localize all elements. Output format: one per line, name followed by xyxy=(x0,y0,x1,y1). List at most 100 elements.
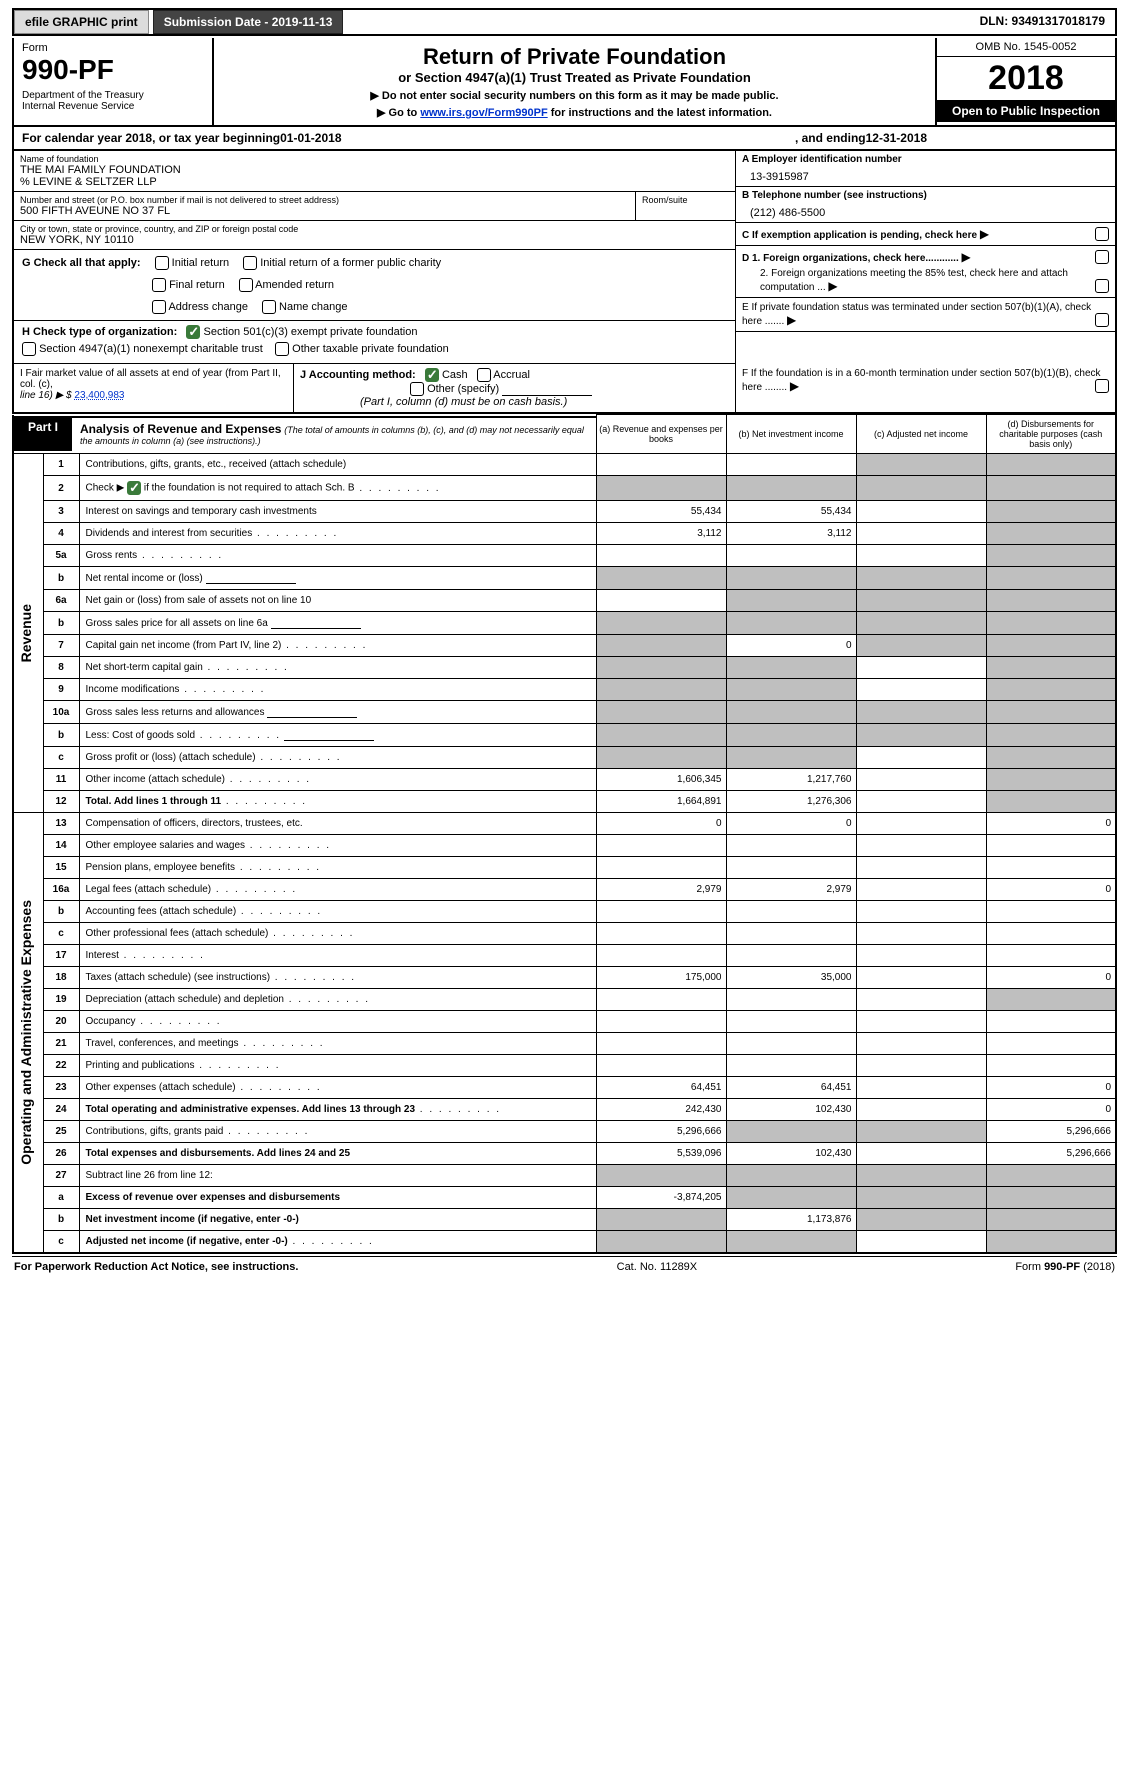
line-description: Check ▶ if the foundation is not require… xyxy=(79,476,596,501)
tax-year: 2018 xyxy=(937,57,1115,100)
amount-cell xyxy=(596,1165,726,1187)
table-row: 26Total expenses and disbursements. Add … xyxy=(13,1143,1116,1165)
form-number: 990-PF xyxy=(22,54,204,86)
cb-initial-former[interactable] xyxy=(243,256,257,270)
line-description: Pension plans, employee benefits xyxy=(79,857,596,879)
amount-cell xyxy=(986,901,1116,923)
cb-initial-return[interactable] xyxy=(155,256,169,270)
line-number: c xyxy=(43,747,79,769)
line-number: 16a xyxy=(43,879,79,901)
revenue-section-label: Revenue xyxy=(18,596,34,670)
amount-cell xyxy=(726,989,856,1011)
submission-date-button[interactable]: Submission Date - 2019-11-13 xyxy=(153,10,344,34)
amount-cell xyxy=(856,635,986,657)
amount-cell xyxy=(726,747,856,769)
cb-60-month[interactable] xyxy=(1095,379,1109,393)
addr-label: Number and street (or P.O. box number if… xyxy=(20,195,629,205)
amount-cell xyxy=(856,989,986,1011)
cb-amended-return[interactable] xyxy=(239,278,253,292)
line-number: 10a xyxy=(43,701,79,724)
form-subtitle: or Section 4947(a)(1) Trust Treated as P… xyxy=(226,70,923,85)
line-description: Taxes (attach schedule) (see instruction… xyxy=(79,967,596,989)
amount-cell xyxy=(986,1055,1116,1077)
name-label: Name of foundation xyxy=(20,154,729,164)
amount-cell xyxy=(856,1077,986,1099)
cb-cash[interactable] xyxy=(425,368,439,382)
line-description: Total operating and administrative expen… xyxy=(79,1099,596,1121)
amount-cell xyxy=(986,612,1116,635)
amount-cell xyxy=(856,567,986,590)
amount-cell xyxy=(986,590,1116,612)
cb-final-return[interactable] xyxy=(152,278,166,292)
cb-status-terminated[interactable] xyxy=(1095,313,1109,327)
form-label: Form xyxy=(22,42,204,54)
cb-name-change[interactable] xyxy=(262,300,276,314)
line-description: Legal fees (attach schedule) xyxy=(79,879,596,901)
line-description: Gross sales price for all assets on line… xyxy=(79,612,596,635)
amount-cell xyxy=(726,567,856,590)
table-row: 14Other employee salaries and wages xyxy=(13,835,1116,857)
ein-value: 13-3915987 xyxy=(742,165,1109,183)
cb-address-change[interactable] xyxy=(152,300,166,314)
table-row: cOther professional fees (attach schedul… xyxy=(13,923,1116,945)
amount-cell: 5,296,666 xyxy=(986,1121,1116,1143)
amount-cell: 3,112 xyxy=(596,523,726,545)
cb-501c3[interactable] xyxy=(186,325,200,339)
amount-cell xyxy=(596,590,726,612)
cb-foreign-85[interactable] xyxy=(1095,279,1109,293)
amount-cell xyxy=(986,1231,1116,1254)
line-description: Gross rents xyxy=(79,545,596,567)
cb-other-method[interactable] xyxy=(410,382,424,396)
line-description: Subtract line 26 from line 12: xyxy=(79,1165,596,1187)
line-number: 15 xyxy=(43,857,79,879)
amount-cell xyxy=(986,989,1116,1011)
amount-cell xyxy=(856,1011,986,1033)
cb-other-taxable[interactable] xyxy=(275,342,289,356)
line-number: 11 xyxy=(43,769,79,791)
line-description: Interest on savings and temporary cash i… xyxy=(79,501,596,523)
amount-cell xyxy=(726,679,856,701)
amount-cell xyxy=(726,701,856,724)
cb-accrual[interactable] xyxy=(477,368,491,382)
dln-text: DLN: 93491317018179 xyxy=(970,10,1115,34)
amount-cell: 55,434 xyxy=(596,501,726,523)
line-number: b xyxy=(43,1209,79,1231)
amount-cell xyxy=(856,923,986,945)
cb-sch-b[interactable] xyxy=(127,481,141,495)
table-row: 27Subtract line 26 from line 12: xyxy=(13,1165,1116,1187)
amount-cell: 1,606,345 xyxy=(596,769,726,791)
amount-cell: 1,664,891 xyxy=(596,791,726,813)
line-number: 20 xyxy=(43,1011,79,1033)
line-number: 3 xyxy=(43,501,79,523)
amount-cell xyxy=(986,1187,1116,1209)
line-number: 2 xyxy=(43,476,79,501)
instructions-link[interactable]: www.irs.gov/Form990PF xyxy=(420,107,547,119)
cb-exemption-pending[interactable] xyxy=(1095,227,1109,241)
col-a-header: (a) Revenue and expenses per books xyxy=(596,415,726,454)
line-description: Net short-term capital gain xyxy=(79,657,596,679)
line-number: 9 xyxy=(43,679,79,701)
line-number: 6a xyxy=(43,590,79,612)
table-row: 7Capital gain net income (from Part IV, … xyxy=(13,635,1116,657)
part1-table: Part I Analysis of Revenue and Expenses … xyxy=(12,414,1117,1254)
form-title: Return of Private Foundation xyxy=(226,44,923,70)
line-number: b xyxy=(43,724,79,747)
amount-cell xyxy=(986,454,1116,476)
cb-foreign-org[interactable] xyxy=(1095,250,1109,264)
table-row: 20Occupancy xyxy=(13,1011,1116,1033)
amount-cell: 102,430 xyxy=(726,1099,856,1121)
amount-cell xyxy=(986,501,1116,523)
amount-cell xyxy=(856,701,986,724)
efile-print-button[interactable]: efile GRAPHIC print xyxy=(14,10,149,34)
amount-cell xyxy=(856,1143,986,1165)
fmv-value-link[interactable]: 23,400,983 xyxy=(74,390,124,401)
table-row: Revenue1Contributions, gifts, grants, et… xyxy=(13,454,1116,476)
line-description: Contributions, gifts, grants paid xyxy=(79,1121,596,1143)
line-description: Accounting fees (attach schedule) xyxy=(79,901,596,923)
cb-4947a1[interactable] xyxy=(22,342,36,356)
line-description: Net rental income or (loss) xyxy=(79,567,596,590)
line-number: 22 xyxy=(43,1055,79,1077)
table-row: bLess: Cost of goods sold xyxy=(13,724,1116,747)
line-number: 13 xyxy=(43,813,79,835)
col-b-header: (b) Net investment income xyxy=(726,415,856,454)
